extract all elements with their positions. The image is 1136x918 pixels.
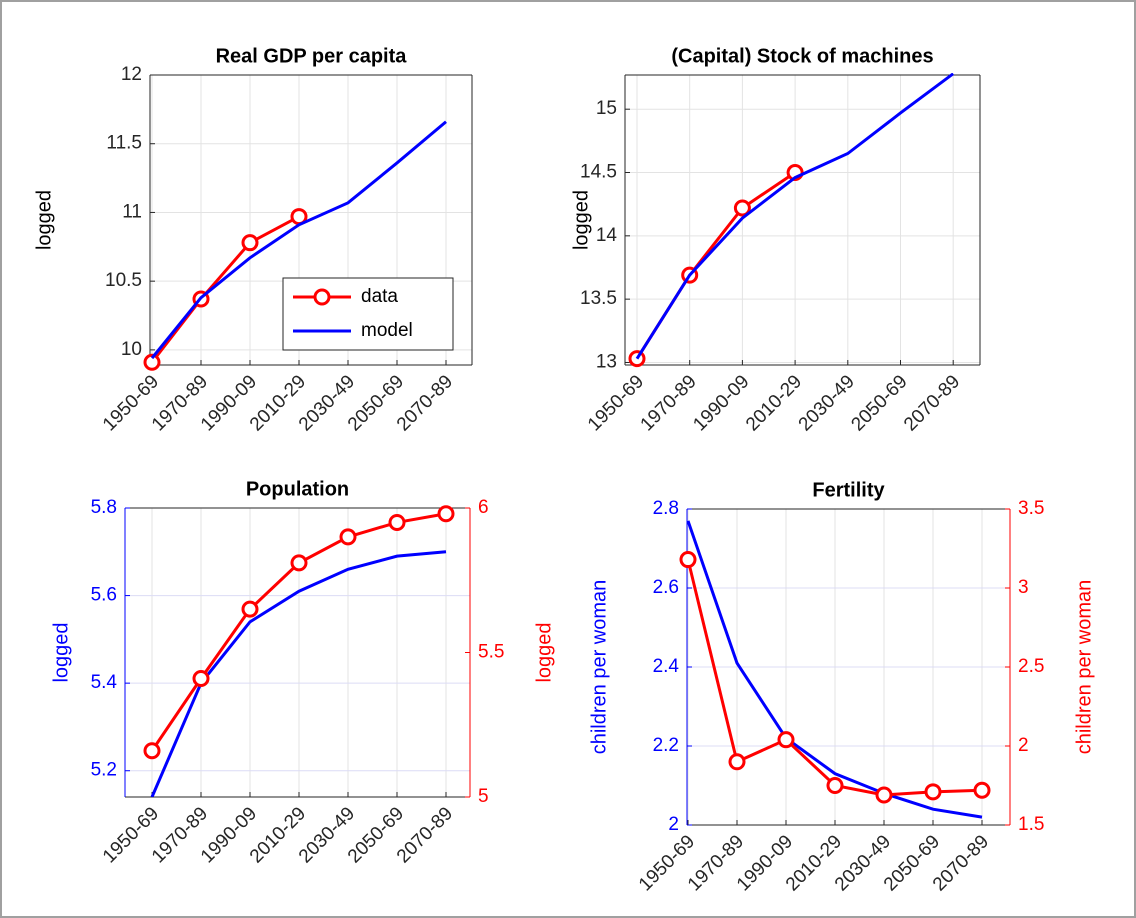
y-tick-label: 10 (121, 339, 142, 360)
data-point (924, 783, 942, 801)
data-point (679, 551, 697, 569)
data-point (875, 786, 893, 804)
y2-axis-label: logged (533, 622, 555, 682)
data-point (290, 554, 308, 572)
y-axis-label: logged (33, 190, 55, 250)
y2-tick-label: 2.5 (1018, 656, 1044, 677)
y-tick-label: 11 (122, 201, 142, 222)
y-tick-label: 2 (668, 814, 679, 835)
y-tick-label: 14 (596, 225, 618, 246)
data-point (973, 781, 991, 799)
legend-label: model (361, 320, 413, 341)
y-tick-label: 13 (596, 351, 617, 372)
data-point (777, 731, 795, 749)
data-point (143, 742, 161, 760)
y-tick-label: 12 (121, 64, 142, 85)
data-point (388, 513, 406, 531)
y-tick-label: 2.2 (653, 735, 679, 756)
series-line (150, 215, 300, 364)
data-point (192, 670, 210, 688)
y2-tick-label: 3.5 (1018, 498, 1044, 519)
y-tick-label: 14.5 (580, 162, 617, 183)
data-point (241, 234, 259, 252)
legend-box (282, 277, 454, 351)
y2-tick-label: 2 (1018, 735, 1029, 756)
y-tick-label: 2.4 (653, 656, 680, 677)
y2-tick-label: 5 (478, 786, 489, 807)
data-point (339, 528, 357, 546)
y-tick-label: 5.8 (91, 497, 117, 518)
y-tick-label: 5.6 (91, 585, 117, 606)
y-tick-label: 5.4 (91, 672, 118, 693)
series-line (150, 120, 447, 360)
y2-axis-label: children per woman (1073, 580, 1095, 755)
y-tick-label: 5.2 (91, 760, 117, 781)
y-axis-label: children per woman (588, 580, 610, 755)
data-point (728, 753, 746, 771)
data-point (437, 505, 455, 523)
series-line (687, 520, 983, 819)
y-axis-label: logged (50, 622, 72, 682)
chart-title: Population (246, 478, 349, 500)
y2-tick-label: 5.5 (478, 642, 504, 663)
y2-tick-label: 3 (1018, 577, 1029, 598)
y2-tick-label: 6 (478, 497, 489, 518)
data-point (733, 199, 751, 217)
y-tick-label: 2.6 (653, 577, 679, 598)
data-point (241, 600, 259, 618)
y-tick-label: 2.8 (653, 498, 679, 519)
y-tick-label: 15 (596, 98, 617, 119)
y-tick-label: 11.5 (106, 133, 142, 154)
y2-tick-label: 1.5 (1018, 814, 1044, 835)
y-tick-label: 10.5 (105, 270, 142, 291)
legend-label: data (361, 286, 398, 307)
chart-title: (Capital) Stock of machines (671, 45, 933, 67)
series-line (635, 73, 955, 360)
data-point (826, 777, 844, 794)
chart-title: Fertility (812, 479, 885, 501)
y-tick-label: 13.5 (580, 288, 617, 309)
chart-title: Real GDP per capita (216, 45, 408, 67)
legend-marker (313, 288, 331, 306)
y-axis-label: logged (570, 190, 592, 250)
data-point (143, 353, 161, 371)
